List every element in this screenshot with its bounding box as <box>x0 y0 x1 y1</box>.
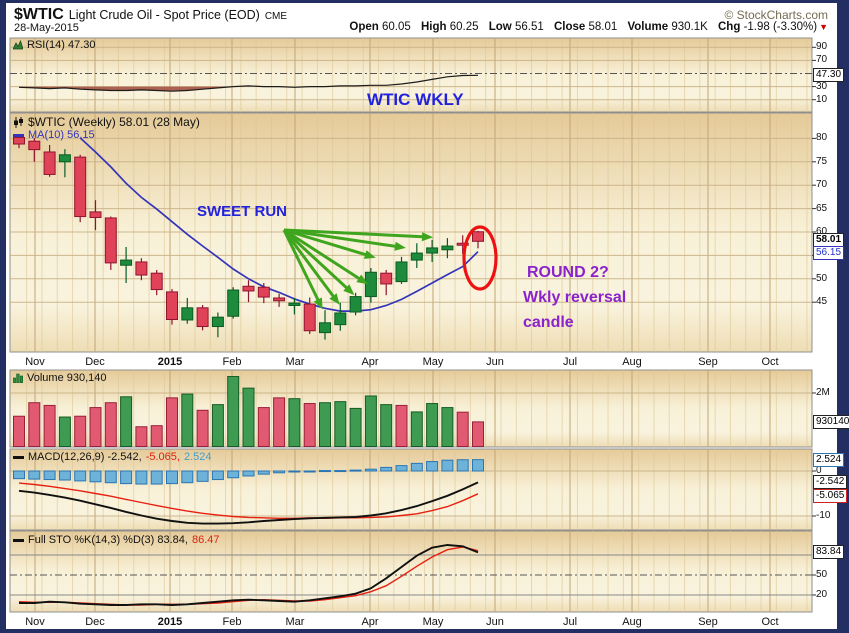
volume-legend: Volume 930,140 <box>13 372 107 384</box>
exchange-label: CME <box>264 11 288 22</box>
down-triangle-icon: ▼ <box>819 22 828 32</box>
instrument-title: Light Crude Oil - Spot Price (EOD) <box>68 8 260 22</box>
sto-d-value: 86.47 <box>191 534 220 546</box>
quote-line: Open 60.05 High 60.25 Low 56.51 Close 58… <box>342 21 828 33</box>
ma-label: MA(10) 56.15 <box>28 129 95 141</box>
chart-header: $WTIC Light Crude Oil - Spot Price (EOD) C… <box>14 6 287 24</box>
macd-legend: MACD(12,26,9) -2.542, -5.065, 2.524 <box>13 451 212 463</box>
high-label: High <box>421 21 447 33</box>
mountain-chart-icon <box>13 40 23 50</box>
close-value: 58.01 <box>588 21 618 33</box>
close-label: Close <box>553 21 586 33</box>
macd-hist-value: 2.524 <box>183 451 212 463</box>
annotation-round-2: ROUND 2? <box>527 264 609 281</box>
chg-value: -1.98 (-3.30%) <box>743 21 818 33</box>
annotation-candle: candle <box>523 314 574 331</box>
volume-value: 930.1K <box>671 21 708 33</box>
line-icon <box>13 538 24 542</box>
rsi-legend: RSI(14) 47.30 <box>13 39 95 51</box>
bar-chart-icon <box>13 373 23 383</box>
line-icon <box>13 133 24 137</box>
open-label: Open <box>349 21 379 33</box>
volume-label: Volume <box>627 21 669 33</box>
macd-label: MACD(12,26,9) -2.542, <box>28 451 142 463</box>
ma-legend: MA(10) 56.15 <box>13 129 95 141</box>
copyright: © StockCharts.com <box>724 8 828 22</box>
sto-label: Full STO %K(14,3) %D(3) 83.84, <box>28 534 188 546</box>
annotation-wtic-wkly: WTIC WKLY <box>367 90 464 109</box>
sto-legend: Full STO %K(14,3) %D(3) 83.84, 86.47 <box>13 534 220 546</box>
quote-date: 28-May-2015 <box>14 22 79 34</box>
annotation-wkly-reversal: Wkly reversal <box>523 289 627 306</box>
low-label: Low <box>488 21 512 33</box>
chg-label: Chg <box>718 21 741 33</box>
price-legend: $WTIC (Weekly) 58.01 (28 May) <box>13 115 200 129</box>
open-value: 60.05 <box>382 21 411 33</box>
volume-panel-label: Volume 930,140 <box>27 372 107 384</box>
high-value: 60.25 <box>449 21 479 33</box>
price-title: $WTIC (Weekly) 58.01 (28 May) <box>28 115 200 129</box>
rsi-label: RSI(14) 47.30 <box>27 39 96 51</box>
ticker-symbol: $WTIC <box>14 6 64 23</box>
line-icon <box>13 455 24 459</box>
annotation-sweet-run: SWEET RUN <box>197 203 287 220</box>
macd-signal-value: -5.065, <box>145 451 180 463</box>
candlestick-icon <box>14 116 23 128</box>
low-value: 56.51 <box>514 21 544 33</box>
